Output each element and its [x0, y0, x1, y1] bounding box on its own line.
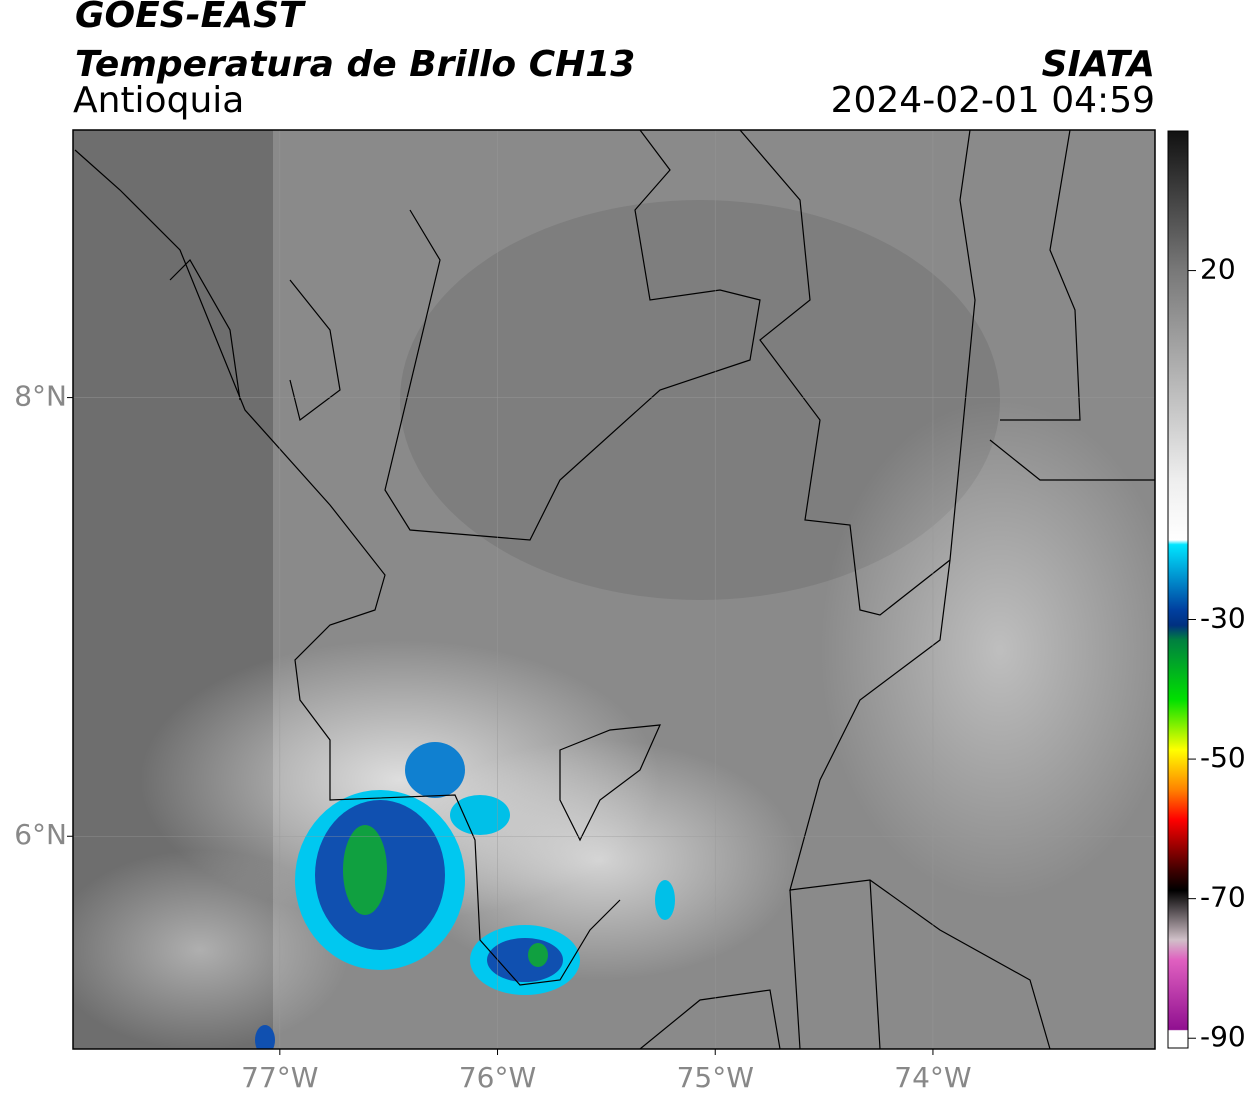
colorbar	[1167, 130, 1189, 1049]
map-grid	[73, 130, 1155, 1049]
colorbar-tick-label: -90	[1200, 1020, 1246, 1053]
y-tick-label: 8°N	[14, 380, 67, 413]
x-tick-label: 77°W	[241, 1061, 318, 1094]
colorbar-tick-label: -50	[1200, 741, 1246, 774]
colorbar-tick-label: 20	[1200, 253, 1236, 286]
colorbar-tick-label: -30	[1200, 602, 1246, 635]
colorbar-tick-label: -70	[1200, 881, 1246, 914]
datetime-label: 2024-02-01 04:59	[831, 80, 1155, 121]
region-label: Antioquia	[73, 80, 244, 121]
y-tick-label: 6°N	[14, 818, 67, 851]
map-image	[73, 130, 1155, 1049]
x-tick-label: 74°W	[894, 1061, 971, 1094]
agency-label: SIATA	[1042, 44, 1155, 85]
x-tick-label: 75°W	[677, 1061, 754, 1094]
product-title: Temperatura de Brillo CH13	[75, 44, 635, 85]
map-frame	[72, 129, 1156, 1050]
x-tick-label: 76°W	[459, 1061, 536, 1094]
satellite-title: GOES-EAST	[75, 0, 306, 36]
